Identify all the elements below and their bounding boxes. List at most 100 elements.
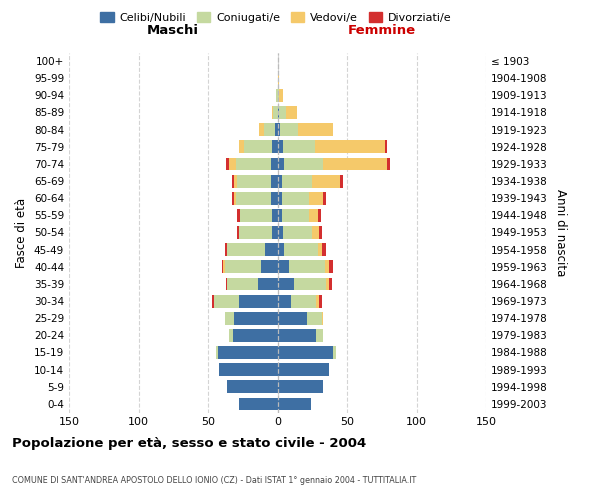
Bar	[388, 158, 390, 170]
Bar	[232, 174, 235, 188]
Y-axis label: Fasce di età: Fasce di età	[16, 198, 28, 268]
Bar	[312, 174, 340, 188]
Bar	[312, 226, 319, 239]
Bar	[272, 226, 277, 239]
Bar	[239, 140, 244, 153]
Text: Maschi: Maschi	[147, 24, 199, 37]
Bar	[222, 260, 223, 273]
Bar	[224, 312, 235, 324]
Text: Femmine: Femmine	[347, 24, 416, 37]
Bar	[271, 192, 277, 204]
Bar	[315, 140, 385, 153]
Bar	[277, 346, 333, 359]
Bar	[284, 243, 318, 256]
Bar	[226, 278, 227, 290]
Bar	[259, 123, 263, 136]
Bar	[277, 312, 307, 324]
Bar	[279, 106, 286, 119]
Bar	[229, 158, 236, 170]
Legend: Celibi/Nubili, Coniugati/e, Vedovi/e, Divorziati/e: Celibi/Nubili, Coniugati/e, Vedovi/e, Di…	[96, 8, 456, 28]
Bar	[219, 363, 277, 376]
Bar	[318, 209, 320, 222]
Bar	[227, 243, 265, 256]
Bar	[236, 158, 271, 170]
Bar	[236, 192, 271, 204]
Bar	[277, 192, 281, 204]
Bar	[212, 294, 214, 308]
Bar	[298, 123, 333, 136]
Bar	[323, 158, 388, 170]
Y-axis label: Anni di nascita: Anni di nascita	[554, 189, 567, 276]
Bar	[307, 312, 322, 324]
Bar	[235, 312, 277, 324]
Bar	[217, 346, 218, 359]
Bar	[240, 209, 272, 222]
Bar	[237, 174, 271, 188]
Bar	[322, 312, 323, 324]
Text: Popolazione per età, sesso e stato civile - 2004: Popolazione per età, sesso e stato civil…	[12, 437, 366, 450]
Bar	[283, 226, 312, 239]
Bar	[294, 278, 326, 290]
Bar	[319, 226, 322, 239]
Bar	[272, 209, 277, 222]
Bar	[261, 260, 277, 273]
Bar	[277, 158, 284, 170]
Bar	[237, 226, 239, 239]
Bar	[277, 363, 329, 376]
Bar	[277, 106, 279, 119]
Bar	[239, 226, 272, 239]
Bar	[224, 243, 227, 256]
Bar	[316, 329, 323, 342]
Bar	[385, 140, 388, 153]
Bar	[281, 174, 312, 188]
Bar	[277, 123, 280, 136]
Bar	[310, 192, 323, 204]
Bar	[329, 260, 333, 273]
Bar	[218, 346, 277, 359]
Bar	[239, 398, 277, 410]
Bar	[235, 174, 237, 188]
Bar	[325, 260, 329, 273]
Bar	[244, 140, 272, 153]
Bar	[292, 294, 316, 308]
Bar	[318, 243, 322, 256]
Bar	[277, 209, 281, 222]
Bar	[283, 140, 315, 153]
Bar	[284, 158, 323, 170]
Bar	[323, 192, 326, 204]
Bar	[223, 260, 224, 273]
Bar	[229, 329, 233, 342]
Bar	[277, 140, 283, 153]
Bar	[235, 192, 236, 204]
Bar	[277, 329, 316, 342]
Bar	[277, 398, 311, 410]
Bar	[277, 89, 279, 102]
Bar	[279, 89, 283, 102]
Bar	[310, 209, 318, 222]
Bar	[322, 243, 326, 256]
Bar	[277, 380, 323, 393]
Bar	[286, 106, 297, 119]
Bar	[275, 123, 277, 136]
Bar	[272, 106, 274, 119]
Bar	[271, 174, 277, 188]
Bar	[333, 346, 336, 359]
Bar	[316, 294, 319, 308]
Bar	[329, 278, 332, 290]
Bar	[233, 329, 277, 342]
Bar	[224, 260, 261, 273]
Bar	[280, 123, 298, 136]
Bar	[258, 278, 277, 290]
Bar	[319, 294, 322, 308]
Bar	[289, 260, 325, 273]
Bar	[340, 174, 343, 188]
Bar	[226, 158, 229, 170]
Bar	[277, 72, 279, 85]
Bar	[277, 243, 284, 256]
Bar	[277, 278, 294, 290]
Bar	[271, 158, 277, 170]
Bar	[276, 89, 277, 102]
Bar	[277, 226, 283, 239]
Bar	[265, 243, 277, 256]
Bar	[277, 294, 292, 308]
